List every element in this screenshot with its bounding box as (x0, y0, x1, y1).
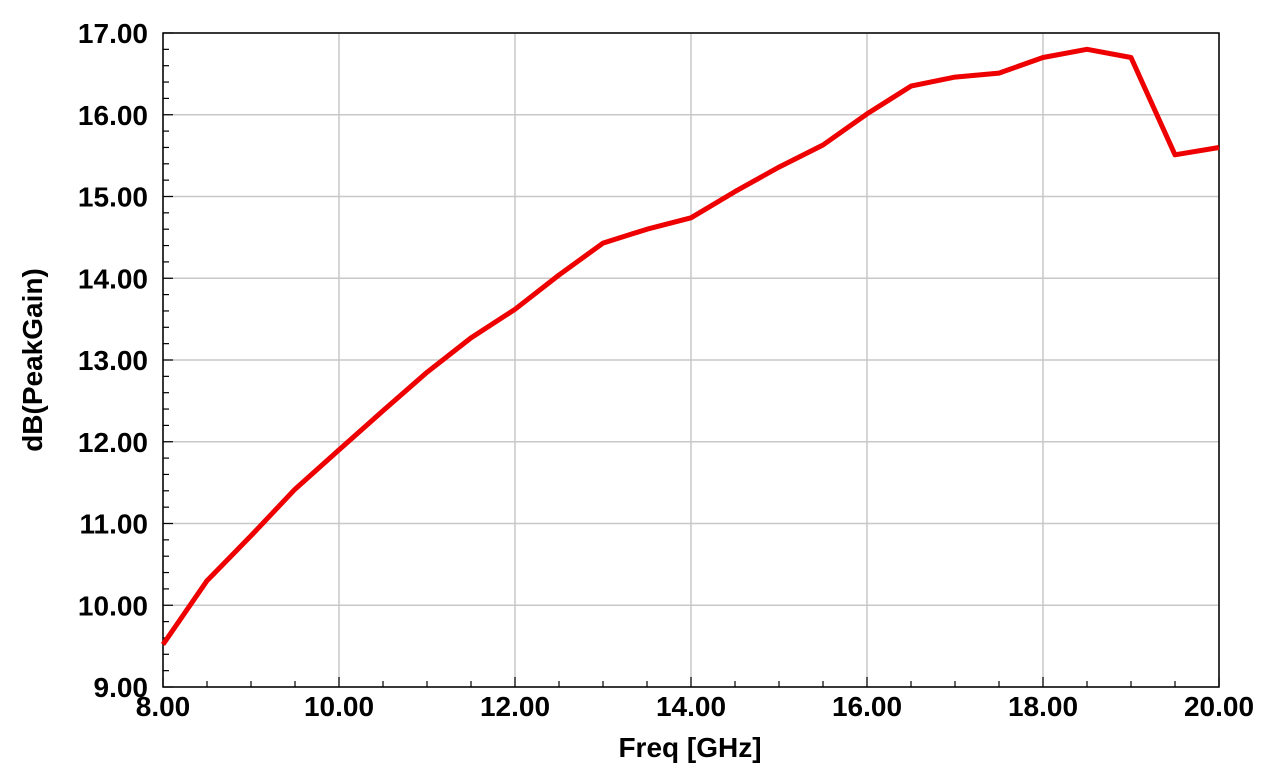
x-tick-labels: 8.00 10.00 12.00 14.00 16.00 18.00 20.00 (136, 691, 1254, 722)
y-tick-label: 14.00 (78, 263, 148, 294)
y-tick-label: 17.00 (78, 18, 148, 49)
y-tick-label: 11.00 (79, 509, 148, 540)
y-axis-title: dB(PeakGain) (17, 268, 48, 452)
x-axis-title: Freq [GHz] (618, 732, 761, 763)
y-tick-label: 13.00 (78, 345, 148, 376)
x-tick-label: 20.00 (1184, 691, 1254, 722)
series-group (160, 46, 1220, 646)
grid-lines (162, 32, 1220, 688)
x-tick-label: 14.00 (656, 691, 726, 722)
y-tick-label: 9.00 (94, 672, 149, 703)
x-tick-label: 16.00 (832, 691, 902, 722)
y-tick-label: 10.00 (78, 590, 148, 621)
y-tick-label: 15.00 (78, 182, 148, 213)
minor-ticks (162, 32, 1220, 688)
plot-frame (162, 32, 1220, 688)
y-tick-label: 16.00 (78, 100, 148, 131)
x-tick-label: 12.00 (480, 691, 550, 722)
x-tick-label: 10.00 (304, 691, 374, 722)
x-tick-label: 18.00 (1008, 691, 1078, 722)
y-tick-label: 12.00 (78, 427, 148, 458)
x-tick-label: 8.00 (136, 691, 191, 722)
y-tick-labels: 9.00 10.00 11.00 12.00 13.00 14.00 15.00 16.00 1… (78, 18, 148, 703)
